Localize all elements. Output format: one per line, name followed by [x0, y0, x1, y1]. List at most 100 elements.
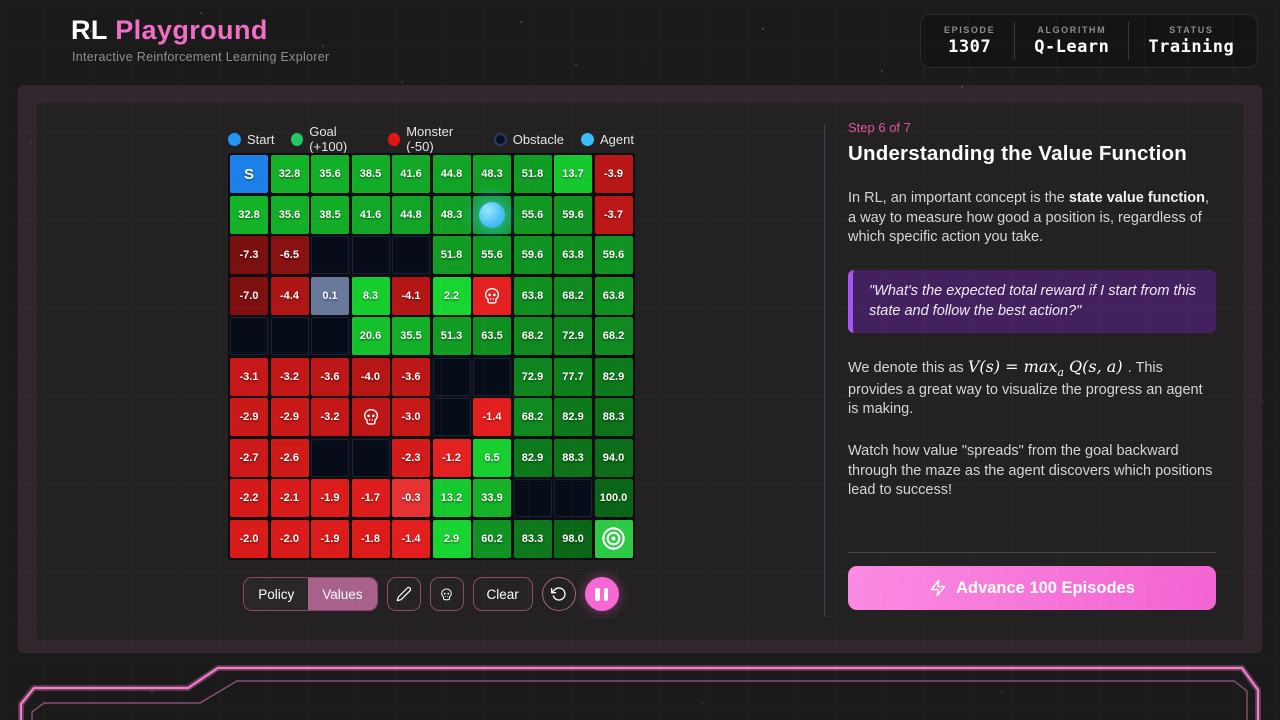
value-cell[interactable]: -0.3	[392, 479, 430, 517]
obstacle-cell[interactable]	[311, 317, 349, 355]
toggle-policy[interactable]: Policy	[244, 578, 309, 610]
value-cell[interactable]: 13.7	[554, 155, 592, 193]
obstacle-cell[interactable]	[270, 317, 309, 355]
value-cell[interactable]: 72.9	[513, 357, 552, 396]
value-cell[interactable]: -2.9	[270, 398, 309, 436]
value-cell[interactable]: 55.6	[513, 195, 552, 234]
place-monster-button[interactable]	[429, 577, 464, 611]
obstacle-cell[interactable]	[513, 479, 552, 517]
value-cell[interactable]: -2.0	[270, 519, 309, 558]
value-cell[interactable]: 32.8	[230, 195, 268, 234]
value-cell[interactable]: 72.9	[554, 317, 592, 355]
value-cell[interactable]: 6.5	[473, 438, 511, 477]
value-cell[interactable]: 94.0	[594, 438, 633, 477]
value-cell[interactable]: 63.8	[594, 276, 633, 315]
obstacle-cell[interactable]	[230, 317, 268, 355]
value-cell[interactable]: 35.6	[311, 155, 349, 193]
value-cell[interactable]: -3.9	[594, 155, 633, 193]
value-cell[interactable]: 98.0	[554, 519, 592, 558]
value-cell[interactable]: -1.9	[311, 519, 349, 558]
value-cell[interactable]: 59.6	[513, 236, 552, 274]
value-cell[interactable]: 82.9	[594, 357, 633, 396]
obstacle-cell[interactable]	[554, 479, 592, 517]
value-cell[interactable]: -1.4	[473, 398, 511, 436]
value-cell[interactable]: 77.7	[554, 357, 592, 396]
value-cell[interactable]: -3.7	[594, 195, 633, 234]
monster-cell[interactable]	[351, 398, 390, 436]
value-cell[interactable]: 83.3	[513, 519, 552, 558]
value-cell[interactable]: 38.5	[311, 195, 349, 234]
value-cell[interactable]: -3.2	[311, 398, 349, 436]
obstacle-cell[interactable]	[432, 398, 471, 436]
value-cell[interactable]: 55.6	[473, 236, 511, 274]
value-cell[interactable]: 68.2	[513, 317, 552, 355]
value-cell[interactable]: 68.2	[554, 276, 592, 315]
edit-button[interactable]	[386, 577, 421, 611]
value-cell[interactable]: 41.6	[392, 155, 430, 193]
value-cell[interactable]: 88.3	[594, 398, 633, 436]
reset-button[interactable]	[541, 577, 576, 611]
value-cell[interactable]: -4.1	[392, 276, 430, 315]
goal-cell[interactable]	[594, 519, 633, 558]
value-cell[interactable]: 2.9	[432, 519, 471, 558]
value-cell[interactable]: 60.2	[473, 519, 511, 558]
value-cell[interactable]: -1.7	[351, 479, 390, 517]
value-cell[interactable]: 68.2	[513, 398, 552, 436]
value-cell[interactable]: 88.3	[554, 438, 592, 477]
value-cell[interactable]: -2.1	[270, 479, 309, 517]
obstacle-cell[interactable]	[311, 438, 349, 477]
advance-episodes-button[interactable]: Advance 100 Episodes	[848, 566, 1216, 610]
obstacle-cell[interactable]	[311, 236, 349, 274]
value-cell[interactable]: 2.2	[432, 276, 471, 315]
value-cell[interactable]: 32.8	[270, 155, 309, 193]
obstacle-cell[interactable]	[351, 438, 390, 477]
value-cell[interactable]: 44.8	[432, 155, 471, 193]
value-cell[interactable]: -4.0	[351, 357, 390, 396]
value-cell[interactable]: 48.3	[473, 155, 511, 193]
value-cell[interactable]: -3.0	[392, 398, 430, 436]
value-cell[interactable]: 51.8	[432, 236, 471, 274]
value-cell[interactable]: 63.8	[554, 236, 592, 274]
value-cell[interactable]: -7.0	[230, 276, 268, 315]
value-cell[interactable]: -4.4	[270, 276, 309, 315]
value-cell[interactable]: -6.5	[270, 236, 309, 274]
value-cell[interactable]: 20.6	[351, 317, 390, 355]
value-cell[interactable]: -1.8	[351, 519, 390, 558]
obstacle-cell[interactable]	[392, 236, 430, 274]
value-cell[interactable]: -3.6	[311, 357, 349, 396]
value-cell[interactable]: -1.4	[392, 519, 430, 558]
value-cell[interactable]: 82.9	[554, 398, 592, 436]
value-cell[interactable]: 100.0	[594, 479, 633, 517]
value-cell[interactable]: 38.5	[351, 155, 390, 193]
value-cell[interactable]: 35.6	[270, 195, 309, 234]
value-cell[interactable]: 59.6	[594, 236, 633, 274]
value-cell[interactable]: 63.8	[513, 276, 552, 315]
value-cell[interactable]: 82.9	[513, 438, 552, 477]
obstacle-cell[interactable]	[432, 357, 471, 396]
value-cell[interactable]: 13.2	[432, 479, 471, 517]
value-cell[interactable]: -2.9	[230, 398, 268, 436]
value-cell[interactable]: -3.6	[392, 357, 430, 396]
toggle-values[interactable]: Values	[308, 578, 377, 610]
value-cell[interactable]: -3.1	[230, 357, 268, 396]
value-cell[interactable]: 59.6	[554, 195, 592, 234]
start-cell[interactable]: S	[230, 155, 268, 193]
value-cell[interactable]: 8.3	[351, 276, 390, 315]
value-cell[interactable]: 51.8	[513, 155, 552, 193]
value-cell[interactable]: -2.2	[230, 479, 268, 517]
value-cell[interactable]: 33.9	[473, 479, 511, 517]
value-cell[interactable]: 68.2	[594, 317, 633, 355]
clear-button[interactable]: Clear	[472, 577, 533, 611]
value-cell[interactable]: 0.1	[311, 276, 349, 315]
value-cell[interactable]: 35.5	[392, 317, 430, 355]
value-cell[interactable]: -2.6	[270, 438, 309, 477]
value-cell[interactable]: -2.3	[392, 438, 430, 477]
value-cell[interactable]: 51.3	[432, 317, 471, 355]
value-cell[interactable]: 63.5	[473, 317, 511, 355]
value-cell[interactable]: -2.0	[230, 519, 268, 558]
pause-button[interactable]	[584, 577, 619, 611]
value-cell[interactable]: -3.2	[270, 357, 309, 396]
monster-cell[interactable]	[473, 276, 511, 315]
value-cell[interactable]: -1.9	[311, 479, 349, 517]
value-cell[interactable]: 48.3	[432, 195, 471, 234]
